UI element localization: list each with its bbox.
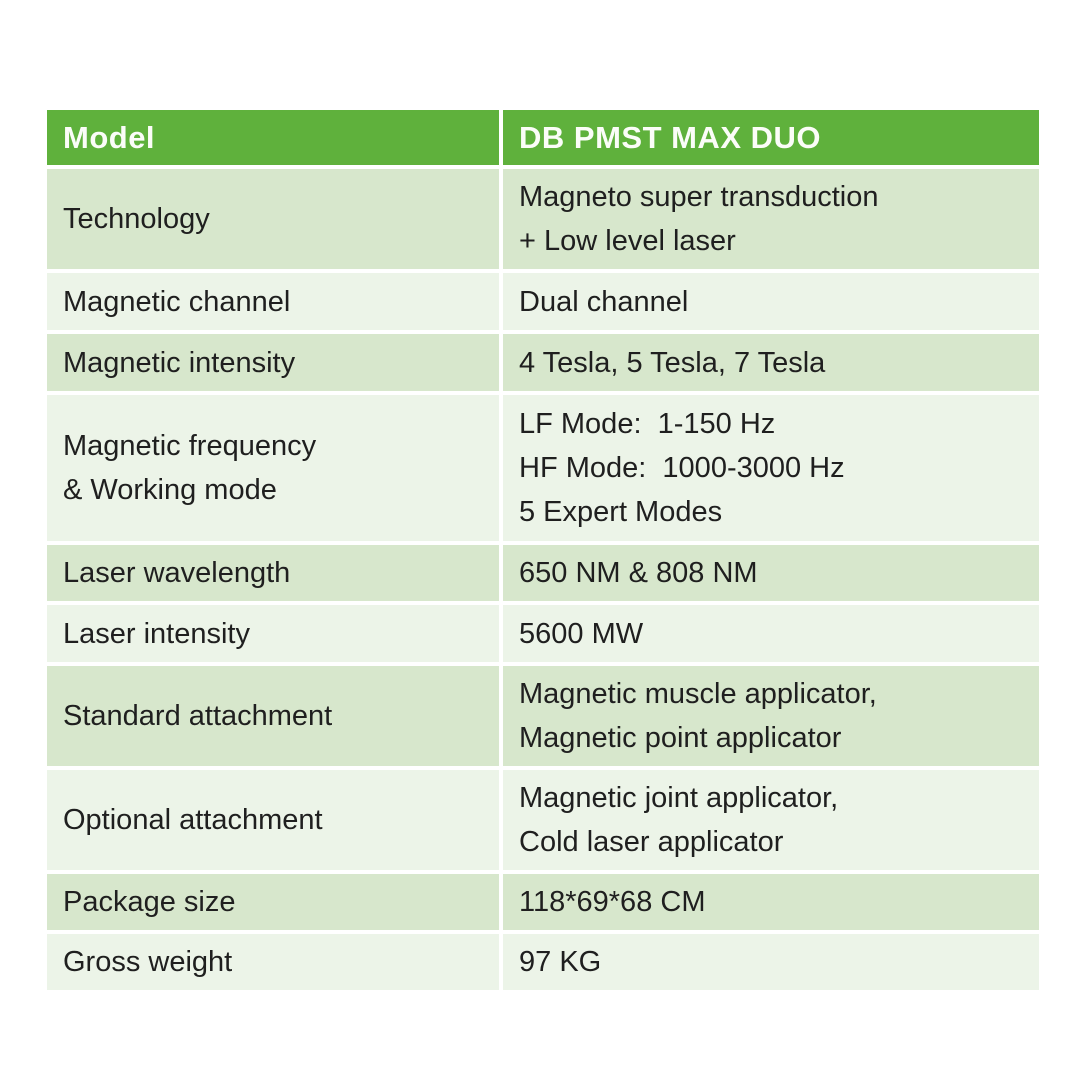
table-row-technology: Technology Magneto super transduction + … xyxy=(47,169,1039,269)
header-product-cell: DB PMST MAX DUO xyxy=(503,110,1039,165)
spec-label-cell: Laser intensity xyxy=(47,605,499,662)
spec-label-cell: Optional attachment xyxy=(47,770,499,870)
spec-label-cell: Technology xyxy=(47,169,499,269)
spec-label-cell: Magnetic intensity xyxy=(47,334,499,391)
table-row-optional-attachment: Optional attachment Magnetic joint appli… xyxy=(47,770,1039,870)
table-row-gross-weight: Gross weight 97 KG xyxy=(47,934,1039,990)
table-row-package-size: Package size 118*69*68 CM xyxy=(47,874,1039,930)
spec-label-cell: Laser wavelength xyxy=(47,545,499,601)
spec-label-cell: Magnetic channel xyxy=(47,273,499,330)
table-row-magnetic-frequency: Magnetic frequency & Working mode LF Mod… xyxy=(47,395,1039,541)
spec-value-cell: 650 NM & 808 NM xyxy=(503,545,1039,601)
header-model-cell: Model xyxy=(47,110,499,165)
spec-label-cell: Gross weight xyxy=(47,934,499,990)
spec-value-cell: 97 KG xyxy=(503,934,1039,990)
spec-value-cell: LF Mode: 1-150 Hz HF Mode: 1000-3000 Hz … xyxy=(503,395,1039,541)
spec-label-cell: Package size xyxy=(47,874,499,930)
spec-value-cell: Dual channel xyxy=(503,273,1039,330)
spec-value-cell: 4 Tesla, 5 Tesla, 7 Tesla xyxy=(503,334,1039,391)
table-row-standard-attachment: Standard attachment Magnetic muscle appl… xyxy=(47,666,1039,766)
spec-label-cell: Standard attachment xyxy=(47,666,499,766)
spec-value-cell: 118*69*68 CM xyxy=(503,874,1039,930)
table-row-magnetic-channel: Magnetic channel Dual channel xyxy=(47,273,1039,330)
spec-table: Model DB PMST MAX DUO Technology Magneto… xyxy=(43,106,1043,994)
spec-value-cell: 5600 MW xyxy=(503,605,1039,662)
table-row-laser-intensity: Laser intensity 5600 MW xyxy=(47,605,1039,662)
table-row-laser-wavelength: Laser wavelength 650 NM & 808 NM xyxy=(47,545,1039,601)
spec-value-cell: Magnetic muscle applicator, Magnetic poi… xyxy=(503,666,1039,766)
table-header-row: Model DB PMST MAX DUO xyxy=(47,110,1039,165)
table-row-magnetic-intensity: Magnetic intensity 4 Tesla, 5 Tesla, 7 T… xyxy=(47,334,1039,391)
spec-label-cell: Magnetic frequency & Working mode xyxy=(47,395,499,541)
spec-value-cell: Magnetic joint applicator, Cold laser ap… xyxy=(503,770,1039,870)
spec-value-cell: Magneto super transduction + Low level l… xyxy=(503,169,1039,269)
